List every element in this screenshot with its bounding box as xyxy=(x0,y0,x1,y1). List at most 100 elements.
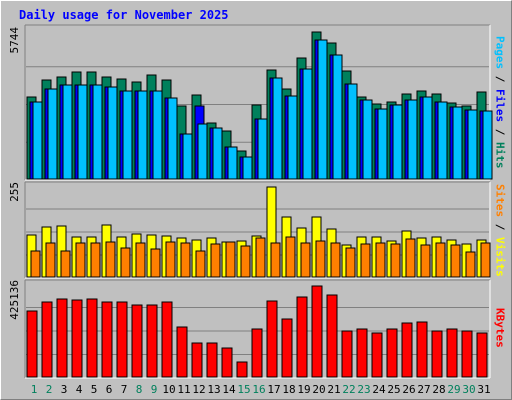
bar-kbytes-day-1 xyxy=(26,310,38,378)
bar-sites-day-3 xyxy=(60,250,71,278)
bar-kbytes-day-14 xyxy=(221,347,233,378)
bar-sites-day-6 xyxy=(105,241,116,278)
bar-kbytes-day-21 xyxy=(326,294,338,378)
bar-pages-day-5 xyxy=(92,84,103,180)
bar-pages-day-22 xyxy=(347,83,358,180)
bar-kbytes-day-15 xyxy=(236,361,248,378)
day-label-30: 30 xyxy=(462,383,475,396)
day-label-11: 11 xyxy=(177,383,190,396)
day-label-23: 23 xyxy=(357,383,370,396)
bar-kbytes-day-11 xyxy=(176,326,188,378)
bar-sites-day-28 xyxy=(435,242,446,278)
bar-sites-day-31 xyxy=(480,242,491,278)
bar-kbytes-day-27 xyxy=(416,321,428,378)
day-label-27: 27 xyxy=(417,383,430,396)
bar-pages-day-28 xyxy=(437,101,448,180)
legend-files: Files xyxy=(493,89,507,123)
day-label-3: 3 xyxy=(61,383,68,396)
bar-kbytes-day-4 xyxy=(71,299,83,378)
bar-kbytes-day-10 xyxy=(161,301,173,378)
day-label-21: 21 xyxy=(327,383,340,396)
legend-bottom: KBytes xyxy=(490,280,510,376)
bar-kbytes-day-9 xyxy=(146,304,158,378)
day-label-24: 24 xyxy=(372,383,386,396)
bar-pages-day-26 xyxy=(407,99,418,180)
legend-sites: Sites xyxy=(493,183,507,217)
bar-kbytes-day-7 xyxy=(116,301,128,378)
bar-sites-day-26 xyxy=(405,238,416,278)
bar-sites-day-23 xyxy=(360,243,371,278)
bar-pages-day-23 xyxy=(362,99,373,180)
bar-kbytes-day-2 xyxy=(41,301,53,378)
bar-sites-day-24 xyxy=(375,242,386,278)
bar-kbytes-day-17 xyxy=(266,300,278,378)
visits-scale-max-label: 255 xyxy=(8,182,21,202)
bar-sites-day-22 xyxy=(345,247,356,278)
day-label-15: 15 xyxy=(237,383,250,396)
bar-kbytes-day-12 xyxy=(191,342,203,378)
day-label-31: 31 xyxy=(477,383,490,396)
bar-kbytes-day-30 xyxy=(461,330,473,378)
day-label-5: 5 xyxy=(91,383,98,396)
day-label-17: 17 xyxy=(267,383,280,396)
legend-sep-3: / xyxy=(493,216,507,237)
legend-visits: Visits xyxy=(493,236,507,277)
bar-pages-day-25 xyxy=(392,104,403,180)
bar-pages-day-6 xyxy=(107,86,118,180)
bar-pages-day-10 xyxy=(167,97,178,180)
bar-sites-day-8 xyxy=(135,242,146,278)
bar-pages-day-17 xyxy=(272,77,283,180)
bar-pages-day-7 xyxy=(122,90,133,180)
bar-kbytes-day-3 xyxy=(56,298,68,378)
day-label-9: 9 xyxy=(151,383,158,396)
bar-pages-day-16 xyxy=(257,118,268,180)
day-label-10: 10 xyxy=(162,383,175,396)
bar-pages-day-24 xyxy=(377,108,388,180)
bar-pages-day-12 xyxy=(197,123,208,180)
day-label-25: 25 xyxy=(387,383,400,396)
legend-mid: Sites / Visits xyxy=(490,182,510,278)
bar-kbytes-day-8 xyxy=(131,304,143,378)
bar-pages-day-8 xyxy=(137,90,148,180)
day-label-29: 29 xyxy=(447,383,460,396)
bar-kbytes-day-31 xyxy=(476,332,488,378)
bar-pages-day-11 xyxy=(182,133,193,180)
bar-sites-day-2 xyxy=(45,242,56,278)
bar-kbytes-day-20 xyxy=(311,285,323,378)
bar-sites-day-7 xyxy=(120,247,131,278)
bar-kbytes-day-26 xyxy=(401,322,413,378)
bar-pages-day-21 xyxy=(332,54,343,180)
day-label-8: 8 xyxy=(136,383,143,396)
bar-kbytes-day-23 xyxy=(356,328,368,378)
chart-title: Daily usage for November 2025 xyxy=(19,8,229,22)
day-label-22: 22 xyxy=(342,383,355,396)
bar-pages-day-29 xyxy=(452,106,463,180)
bar-sites-day-20 xyxy=(315,240,326,278)
bar-sites-day-10 xyxy=(165,241,176,278)
day-label-28: 28 xyxy=(432,383,445,396)
day-label-13: 13 xyxy=(207,383,220,396)
bar-kbytes-day-28 xyxy=(431,330,443,378)
bar-pages-day-3 xyxy=(62,84,73,180)
bar-sites-day-12 xyxy=(195,250,206,278)
bar-pages-day-20 xyxy=(317,39,328,180)
bar-sites-day-18 xyxy=(285,236,296,278)
bar-pages-day-2 xyxy=(47,88,58,180)
day-label-14: 14 xyxy=(222,383,236,396)
bar-sites-day-1 xyxy=(30,250,41,278)
legend-pages: Pages xyxy=(493,36,507,70)
bar-kbytes-day-16 xyxy=(251,328,263,378)
day-label-16: 16 xyxy=(252,383,265,396)
bar-pages-day-15 xyxy=(242,156,253,180)
bar-sites-day-13 xyxy=(210,243,221,278)
bar-pages-day-27 xyxy=(422,96,433,180)
day-label-12: 12 xyxy=(192,383,205,396)
day-label-4: 4 xyxy=(76,383,83,396)
bar-sites-day-30 xyxy=(465,251,476,278)
bar-pages-day-19 xyxy=(302,68,313,180)
day-label-26: 26 xyxy=(402,383,415,396)
bar-pages-day-31 xyxy=(482,110,493,180)
bar-pages-day-30 xyxy=(467,109,478,180)
bar-kbytes-day-25 xyxy=(386,328,398,378)
day-label-1: 1 xyxy=(31,383,38,396)
